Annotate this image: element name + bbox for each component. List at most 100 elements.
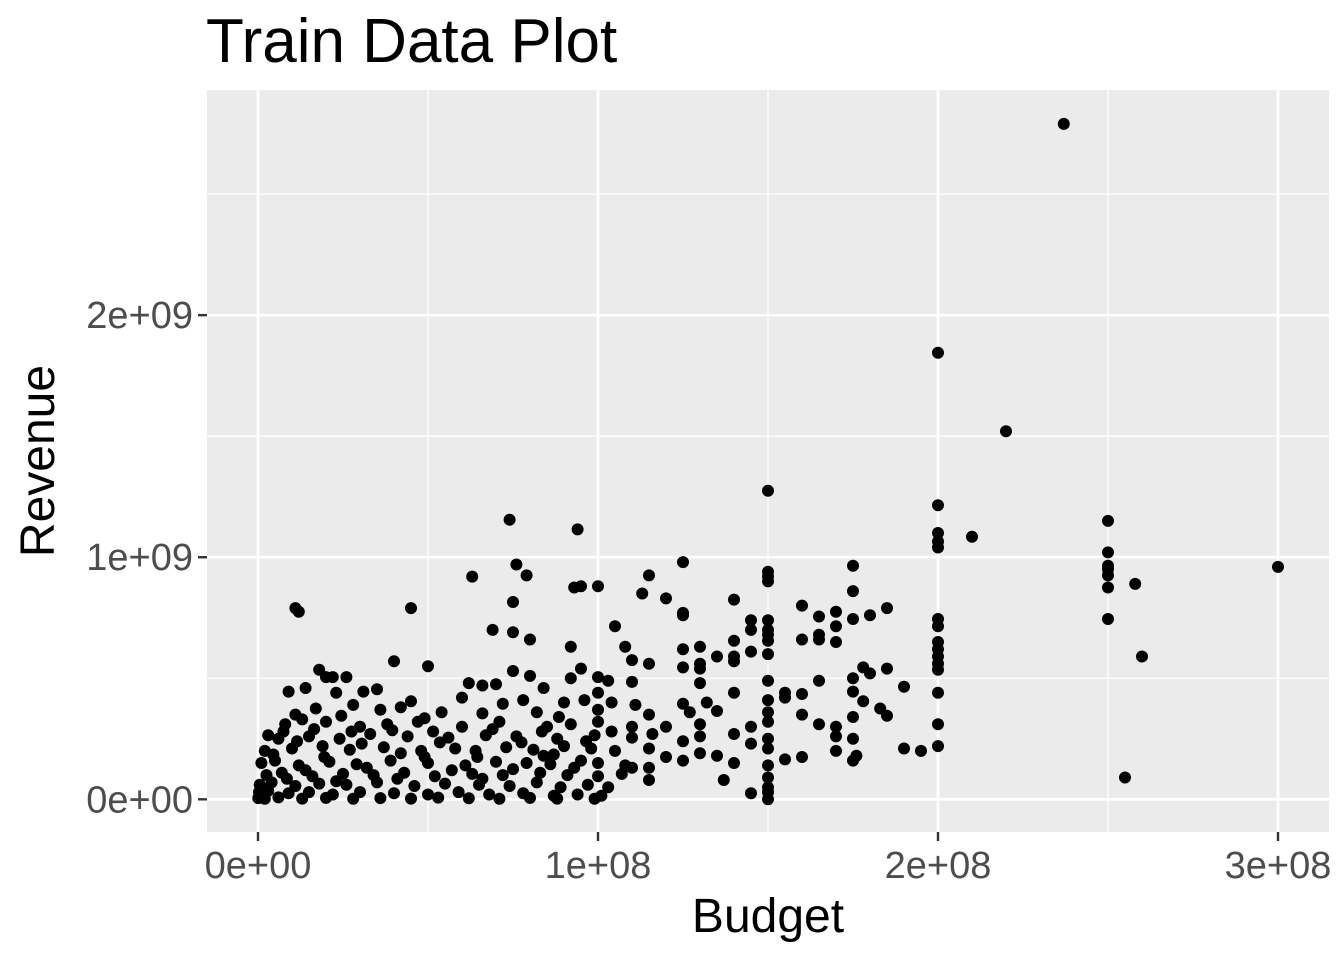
data-point bbox=[449, 742, 462, 755]
data-point bbox=[605, 725, 618, 738]
chart-title: Train Data Plot bbox=[206, 7, 617, 76]
data-point bbox=[581, 778, 594, 791]
data-point bbox=[643, 761, 655, 774]
data-point bbox=[496, 697, 509, 710]
data-point bbox=[966, 530, 978, 543]
data-point bbox=[445, 764, 458, 777]
data-point bbox=[762, 614, 774, 627]
x-tick-label: 0e+00 bbox=[205, 845, 312, 887]
data-point bbox=[309, 702, 322, 715]
data-point bbox=[745, 645, 757, 658]
data-point bbox=[552, 711, 565, 723]
data-point bbox=[335, 709, 348, 722]
data-point bbox=[602, 781, 615, 794]
x-tick-label: 3e+08 bbox=[1225, 845, 1332, 887]
data-point bbox=[830, 636, 842, 648]
data-point bbox=[1119, 771, 1131, 784]
data-point bbox=[377, 741, 390, 754]
data-point bbox=[547, 748, 560, 761]
data-point bbox=[564, 718, 577, 731]
data-point bbox=[391, 772, 404, 785]
y-tick-label: 0e+00 bbox=[86, 779, 193, 821]
data-point bbox=[551, 792, 564, 805]
data-point bbox=[257, 782, 270, 795]
data-point bbox=[643, 569, 655, 582]
data-point bbox=[510, 558, 523, 571]
data-point bbox=[932, 499, 944, 512]
data-point bbox=[530, 776, 543, 789]
data-point bbox=[289, 708, 302, 721]
data-point bbox=[544, 758, 557, 771]
data-point bbox=[388, 655, 400, 668]
data-point bbox=[847, 585, 859, 598]
data-point bbox=[830, 620, 842, 633]
data-point bbox=[779, 691, 791, 704]
data-point bbox=[476, 707, 489, 720]
data-point bbox=[677, 556, 689, 569]
data-point bbox=[459, 759, 472, 772]
data-point bbox=[711, 749, 723, 762]
data-point bbox=[700, 696, 713, 709]
data-point bbox=[258, 792, 271, 805]
data-point bbox=[932, 718, 944, 731]
data-point bbox=[745, 720, 757, 733]
data-point bbox=[493, 792, 506, 805]
data-point bbox=[643, 657, 655, 670]
data-point bbox=[1102, 569, 1114, 582]
data-point bbox=[626, 731, 638, 744]
data-point bbox=[762, 674, 774, 687]
data-point bbox=[728, 757, 740, 769]
data-point bbox=[345, 725, 358, 738]
data-point bbox=[277, 725, 290, 738]
data-point bbox=[694, 677, 706, 690]
data-point bbox=[677, 735, 689, 748]
data-point bbox=[374, 703, 387, 716]
data-point bbox=[554, 781, 567, 794]
data-point bbox=[330, 775, 343, 788]
data-point bbox=[330, 686, 343, 699]
data-point bbox=[296, 792, 309, 805]
data-point bbox=[592, 703, 604, 716]
data-point bbox=[711, 650, 723, 663]
data-point bbox=[537, 749, 550, 762]
data-point bbox=[762, 759, 774, 772]
data-point bbox=[364, 728, 377, 740]
data-point bbox=[796, 633, 808, 646]
data-point bbox=[1129, 577, 1142, 590]
data-point bbox=[728, 634, 740, 647]
data-point bbox=[779, 753, 791, 766]
data-point bbox=[343, 743, 356, 756]
data-point bbox=[932, 620, 944, 633]
data-point bbox=[592, 757, 604, 769]
data-point bbox=[850, 749, 863, 762]
data-point bbox=[320, 791, 332, 804]
data-point bbox=[524, 791, 536, 804]
data-point bbox=[558, 740, 570, 753]
data-point bbox=[762, 793, 774, 806]
data-point bbox=[762, 706, 774, 719]
data-point bbox=[762, 575, 774, 588]
data-point bbox=[1136, 650, 1148, 663]
data-point bbox=[592, 671, 604, 684]
y-axis: 0e+00 1e+09 2e+09 bbox=[86, 295, 207, 821]
data-point bbox=[602, 674, 615, 687]
data-point bbox=[517, 694, 530, 707]
data-point bbox=[1102, 613, 1114, 625]
data-point bbox=[588, 729, 601, 742]
data-point bbox=[486, 623, 499, 636]
data-point bbox=[432, 791, 445, 804]
data-point bbox=[728, 593, 740, 606]
data-point bbox=[626, 675, 638, 688]
data-point bbox=[813, 610, 825, 623]
data-point bbox=[564, 640, 577, 653]
data-point bbox=[384, 754, 397, 767]
data-points bbox=[252, 117, 1284, 806]
data-point bbox=[405, 602, 417, 615]
x-axis: 0e+00 1e+08 2e+08 3e+08 bbox=[205, 832, 1332, 887]
data-point bbox=[486, 723, 499, 736]
data-point bbox=[592, 580, 604, 593]
data-point bbox=[643, 774, 655, 786]
data-point bbox=[683, 706, 696, 719]
data-point bbox=[847, 732, 859, 745]
